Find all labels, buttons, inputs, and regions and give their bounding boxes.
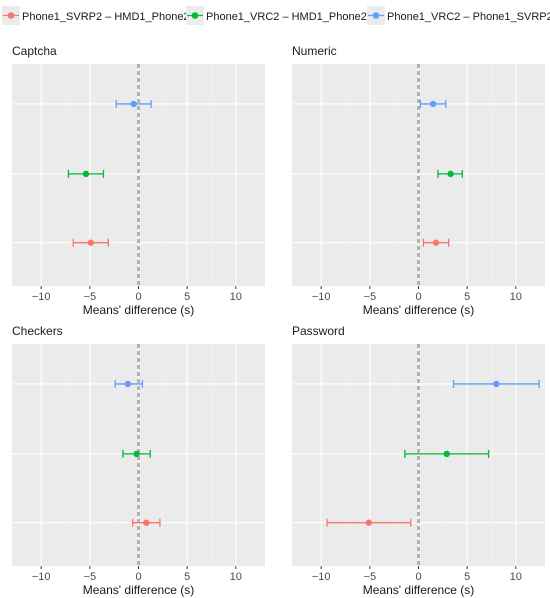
x-tick-label: −10 [32,291,51,303]
mean-point [133,450,140,458]
errorbar-1 [419,99,447,108]
x-tick-label: 5 [464,571,470,583]
legend-background [2,3,548,29]
errorbar-1 [115,99,152,108]
panel-2: −10 −5 0 5 10 Means' difference (s) Numeric [292,44,545,317]
x-tick-label: −10 [312,571,331,583]
x-axis-title: Means' difference (s) [83,303,194,317]
x-tick-label: 10 [230,571,242,583]
legend-label-1: Phone1_VRC2 – HMD1_Phone2 [206,11,367,23]
panel-title: Password [292,324,345,338]
legend: Phone1_SVRP2 – HMD1_Phone2 Phone1_VRC2 –… [2,3,550,29]
x-tick-label: 5 [184,571,190,583]
x-tick-label: 0 [415,291,421,303]
x-tick-label: −10 [312,291,331,303]
legend-key-0: Phone1_SVRP2 – HMD1_Phone2 [2,6,190,25]
x-axis-title: Means' difference (s) [83,583,194,597]
errorbar-2 [67,169,105,178]
mean-point [447,170,454,178]
errorbar-3 [422,238,450,247]
x-tick-label: 10 [510,571,522,583]
mean-point [429,100,437,108]
errorbar-3 [72,238,109,247]
mean-point [130,100,137,108]
legend-key-1-marker [191,12,199,19]
errorbar-2 [437,169,463,178]
panel-3: −10 −5 0 5 10 Means' difference (s) Checkers [12,324,265,597]
mean-point [143,519,150,526]
errorbar-2 [122,449,151,458]
panel-1: −10 −5 0 5 10 Means' difference (s) Captcha [12,44,265,317]
legend-key-0-marker [7,12,15,19]
errorbar-1 [452,379,540,388]
x-tick-label: 0 [135,291,141,303]
errorbar-2 [404,449,490,458]
x-tick-label: −10 [32,571,51,583]
x-tick-label: −5 [364,291,377,303]
mean-point [87,239,95,246]
x-tick-label: 0 [135,571,141,583]
x-tick-label: −5 [84,571,97,583]
x-tick-label: 10 [510,291,522,303]
legend-label-2: Phone1_VRC2 – Phone1_SVRP2 [387,11,550,23]
x-tick-label: −5 [364,571,377,583]
errorbar-1 [114,379,144,388]
mean-point [124,380,131,388]
x-tick-label: 10 [230,291,242,303]
errorbar-3 [326,518,412,527]
mean-point [493,380,500,388]
legend-key-2-marker [372,12,380,19]
mean-point [432,239,440,246]
x-axis-title: Means' difference (s) [363,303,474,317]
panel-title: Numeric [292,44,337,58]
mean-point [82,170,90,178]
legend-key-2: Phone1_VRC2 – Phone1_SVRP2 [367,6,550,25]
mean-point [365,519,373,526]
x-axis-title: Means' difference (s) [363,583,474,597]
legend-label-0: Phone1_SVRP2 – HMD1_Phone2 [22,11,190,23]
x-tick-label: −5 [84,291,97,303]
x-tick-label: 5 [464,291,470,303]
legend-key-1: Phone1_VRC2 – HMD1_Phone2 [186,6,367,25]
mean-point [443,450,450,458]
x-tick-label: 5 [184,291,190,303]
x-tick-label: 0 [415,571,421,583]
errorbar-3 [132,518,161,527]
panel-4: −10 −5 0 5 10 Means' difference (s) Password [292,324,545,597]
panel-title: Captcha [12,44,57,58]
panel-title: Checkers [12,324,63,338]
